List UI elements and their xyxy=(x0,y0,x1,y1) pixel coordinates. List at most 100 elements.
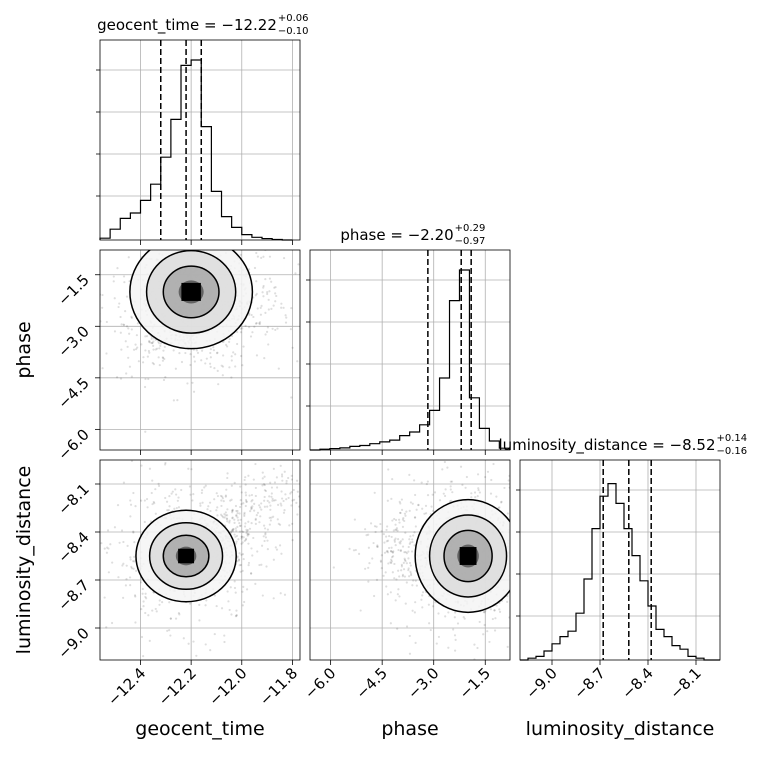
sample-point xyxy=(247,474,250,477)
sample-point xyxy=(274,286,277,289)
sample-point xyxy=(208,501,212,504)
sample-point xyxy=(236,516,239,519)
sample-point xyxy=(443,494,447,498)
sample-point xyxy=(240,354,243,358)
sample-point xyxy=(280,302,283,305)
sample-point xyxy=(405,625,409,628)
sample-point xyxy=(216,351,219,354)
sample-point xyxy=(145,497,149,501)
sample-point xyxy=(275,294,278,298)
sample-point xyxy=(133,560,136,563)
sample-point xyxy=(298,505,300,508)
sample-point xyxy=(486,630,489,633)
sample-point xyxy=(211,246,213,248)
sample-point xyxy=(192,493,195,496)
sample-point xyxy=(409,564,412,567)
sample-point xyxy=(493,629,497,632)
sample-point xyxy=(234,353,237,356)
sample-point xyxy=(201,240,203,242)
sample-point xyxy=(201,501,204,504)
hist-bar xyxy=(608,484,616,660)
sample-point xyxy=(244,504,247,508)
sample-point xyxy=(238,522,241,525)
sample-point xyxy=(140,343,143,346)
sample-point xyxy=(125,577,128,581)
sample-point xyxy=(477,488,480,492)
sample-point xyxy=(241,541,244,544)
sample-point xyxy=(243,600,246,604)
sample-point xyxy=(222,354,225,357)
sample-point xyxy=(101,367,104,370)
sample-point xyxy=(270,495,273,498)
sample-point xyxy=(161,359,165,362)
sample-point xyxy=(517,534,519,536)
scatter-panel-phase-luminosity_distance xyxy=(309,459,519,661)
sample-point xyxy=(195,654,198,657)
sample-point xyxy=(136,322,139,325)
sample-point xyxy=(244,538,247,542)
x-tick-label: −8.7 xyxy=(570,664,608,702)
sample-point xyxy=(35,243,37,245)
sample-point xyxy=(305,506,307,508)
sample-point xyxy=(402,561,405,564)
sample-point xyxy=(270,516,273,519)
sample-point xyxy=(397,569,400,572)
sample-point xyxy=(296,513,299,516)
sample-point xyxy=(398,595,401,598)
sample-point xyxy=(174,367,177,370)
sample-point xyxy=(517,596,519,598)
sample-point xyxy=(393,539,396,542)
sample-point xyxy=(216,514,219,517)
sample-point xyxy=(429,628,432,632)
sample-point xyxy=(212,349,216,352)
sample-point xyxy=(174,488,177,491)
y-tick-label: −9.0 xyxy=(54,624,92,662)
sample-point xyxy=(394,537,397,540)
sample-point xyxy=(272,515,275,518)
sample-point xyxy=(446,466,449,469)
sample-point xyxy=(386,539,390,542)
sample-point xyxy=(409,535,412,538)
sample-point xyxy=(288,524,291,527)
sample-point xyxy=(239,563,243,567)
sample-point xyxy=(200,349,204,352)
sample-point xyxy=(204,643,207,646)
sample-point xyxy=(239,331,243,334)
sample-point xyxy=(150,342,154,345)
sample-point xyxy=(332,566,335,569)
sample-point xyxy=(382,532,385,536)
sample-point xyxy=(379,522,382,526)
hist-bar xyxy=(544,651,552,660)
sample-point xyxy=(221,374,224,377)
sample-point xyxy=(285,316,288,319)
sample-point xyxy=(389,591,392,594)
sample-point xyxy=(130,315,133,318)
sample-point xyxy=(262,483,266,486)
sample-point xyxy=(168,495,171,498)
sample-point xyxy=(127,327,130,330)
sample-point xyxy=(149,341,152,344)
sample-point xyxy=(261,484,264,487)
sample-point xyxy=(449,485,452,488)
sample-point xyxy=(263,495,266,499)
sample-point xyxy=(101,293,104,297)
sample-point xyxy=(478,491,482,494)
sample-point xyxy=(291,522,294,525)
sample-point xyxy=(236,342,239,346)
sample-point xyxy=(229,499,232,502)
scatter-points xyxy=(100,460,307,682)
hist-bar xyxy=(110,229,120,240)
x-axis-label-phase: phase xyxy=(381,718,438,740)
sample-point xyxy=(473,643,476,646)
sample-point xyxy=(515,569,517,571)
sample-point xyxy=(413,611,416,614)
sample-point xyxy=(186,382,189,385)
sample-point xyxy=(409,501,413,504)
sample-point xyxy=(241,364,244,367)
sample-point xyxy=(237,519,240,522)
sample-point xyxy=(155,680,157,682)
sample-point xyxy=(239,505,242,509)
sample-point xyxy=(243,513,246,516)
sample-point xyxy=(275,476,278,479)
sample-point xyxy=(404,602,407,605)
